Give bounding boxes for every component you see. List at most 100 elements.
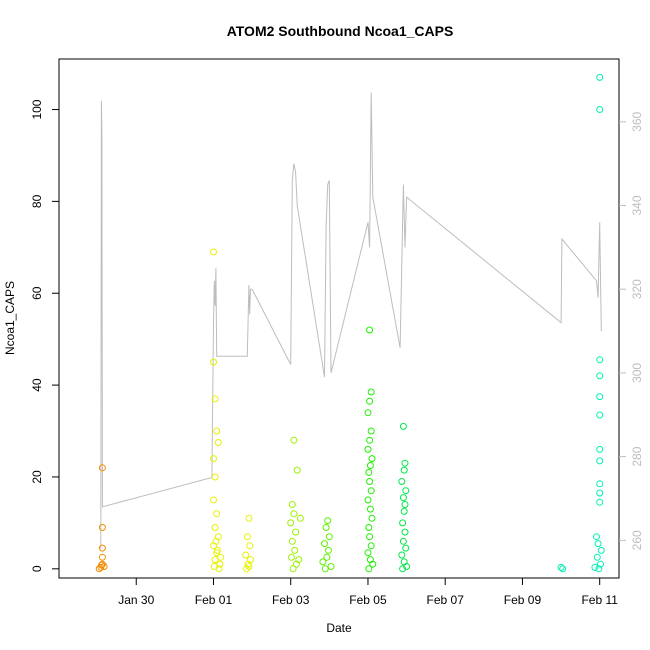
data-point (596, 73, 604, 81)
y-tick-label: 100 (30, 99, 44, 119)
data-point (596, 372, 604, 380)
data-point (243, 533, 251, 541)
data-point (319, 558, 327, 566)
data-point (291, 546, 299, 554)
data-point (364, 549, 372, 557)
data-point (364, 445, 372, 453)
right-y-tick-label: 360 (630, 111, 644, 131)
data-point (245, 563, 253, 570)
data-point (213, 510, 221, 518)
data-point (596, 457, 604, 465)
x-tick-label: Feb 05 (349, 593, 387, 607)
data-point (295, 556, 303, 564)
data-point (288, 537, 296, 545)
data-point (368, 455, 376, 463)
data-point (365, 468, 373, 476)
data-point (325, 546, 332, 554)
data-point (321, 540, 328, 548)
right-y-tick-label: 260 (630, 530, 644, 550)
right-y-tick-label: 300 (630, 363, 644, 383)
data-point (400, 466, 408, 474)
x-tick-label: Feb 07 (427, 593, 465, 607)
data-point (214, 439, 222, 446)
data-point (367, 388, 375, 396)
data-point (367, 487, 375, 495)
data-point (210, 455, 217, 463)
data-point (321, 565, 329, 573)
data-point (290, 510, 298, 518)
right-y-tick-label: 340 (630, 195, 644, 215)
data-point (596, 411, 604, 419)
data-point (210, 496, 217, 504)
data-point (366, 533, 374, 541)
data-point (557, 563, 565, 571)
data-point (288, 553, 295, 561)
data-point (366, 397, 374, 405)
data-point (400, 507, 408, 515)
data-point (594, 540, 602, 548)
data-point (368, 514, 376, 522)
data-point (399, 422, 407, 430)
data-point (288, 501, 296, 508)
data-point (593, 553, 601, 561)
data-point (243, 565, 250, 573)
data-point (364, 409, 372, 417)
data-point (596, 106, 604, 113)
data-point (214, 546, 221, 554)
data-point (596, 498, 604, 506)
data-point (211, 473, 219, 481)
right-y-axis: 260 280 300 320 340 360 (619, 111, 644, 550)
data-point (287, 519, 295, 527)
x-tick-label: Feb 09 (504, 593, 542, 607)
data-point (597, 546, 605, 554)
data-point (98, 524, 106, 531)
data-point (597, 560, 604, 568)
data-point (369, 560, 377, 568)
data-point (296, 514, 304, 522)
data-point (596, 445, 604, 453)
data-point (290, 436, 298, 444)
plot-frame (58, 58, 620, 579)
data-point (211, 524, 219, 531)
data-point (210, 248, 217, 256)
data-point (293, 466, 301, 474)
data-point (324, 517, 332, 525)
data-point (322, 524, 330, 531)
data-point (366, 478, 374, 485)
data-point (365, 524, 373, 531)
data-point (366, 326, 374, 334)
x-tick-label: Jan 30 (118, 593, 154, 607)
data-point (210, 358, 217, 366)
data-point (217, 553, 225, 561)
data-point (212, 537, 220, 545)
data-point (398, 551, 406, 559)
data-point (98, 553, 106, 561)
data-point (367, 542, 375, 550)
right-y-tick-label: 320 (630, 279, 644, 299)
x-tick-label: Feb 11 (581, 593, 618, 607)
data-point (323, 553, 331, 561)
data-point (596, 393, 604, 401)
data-point (403, 563, 411, 570)
y-tick-label: 80 (30, 194, 44, 208)
y-tick-label: 40 (30, 378, 44, 392)
right-y-tick-label: 280 (630, 446, 644, 466)
data-point (559, 565, 567, 573)
series-line (100, 92, 602, 549)
data-point (367, 427, 375, 435)
x-tick-label: Feb 01 (195, 593, 233, 607)
data-point (325, 533, 333, 541)
data-point (242, 551, 250, 559)
data-point (401, 528, 409, 536)
y-tick-label: 20 (30, 470, 44, 484)
data-point (366, 505, 374, 513)
data-point (401, 459, 409, 467)
data-point (211, 395, 219, 403)
data-point (399, 565, 407, 573)
data-point (213, 427, 221, 435)
data-point (245, 514, 253, 522)
data-point (292, 528, 300, 536)
data-point (402, 544, 410, 552)
data-point (596, 356, 604, 364)
